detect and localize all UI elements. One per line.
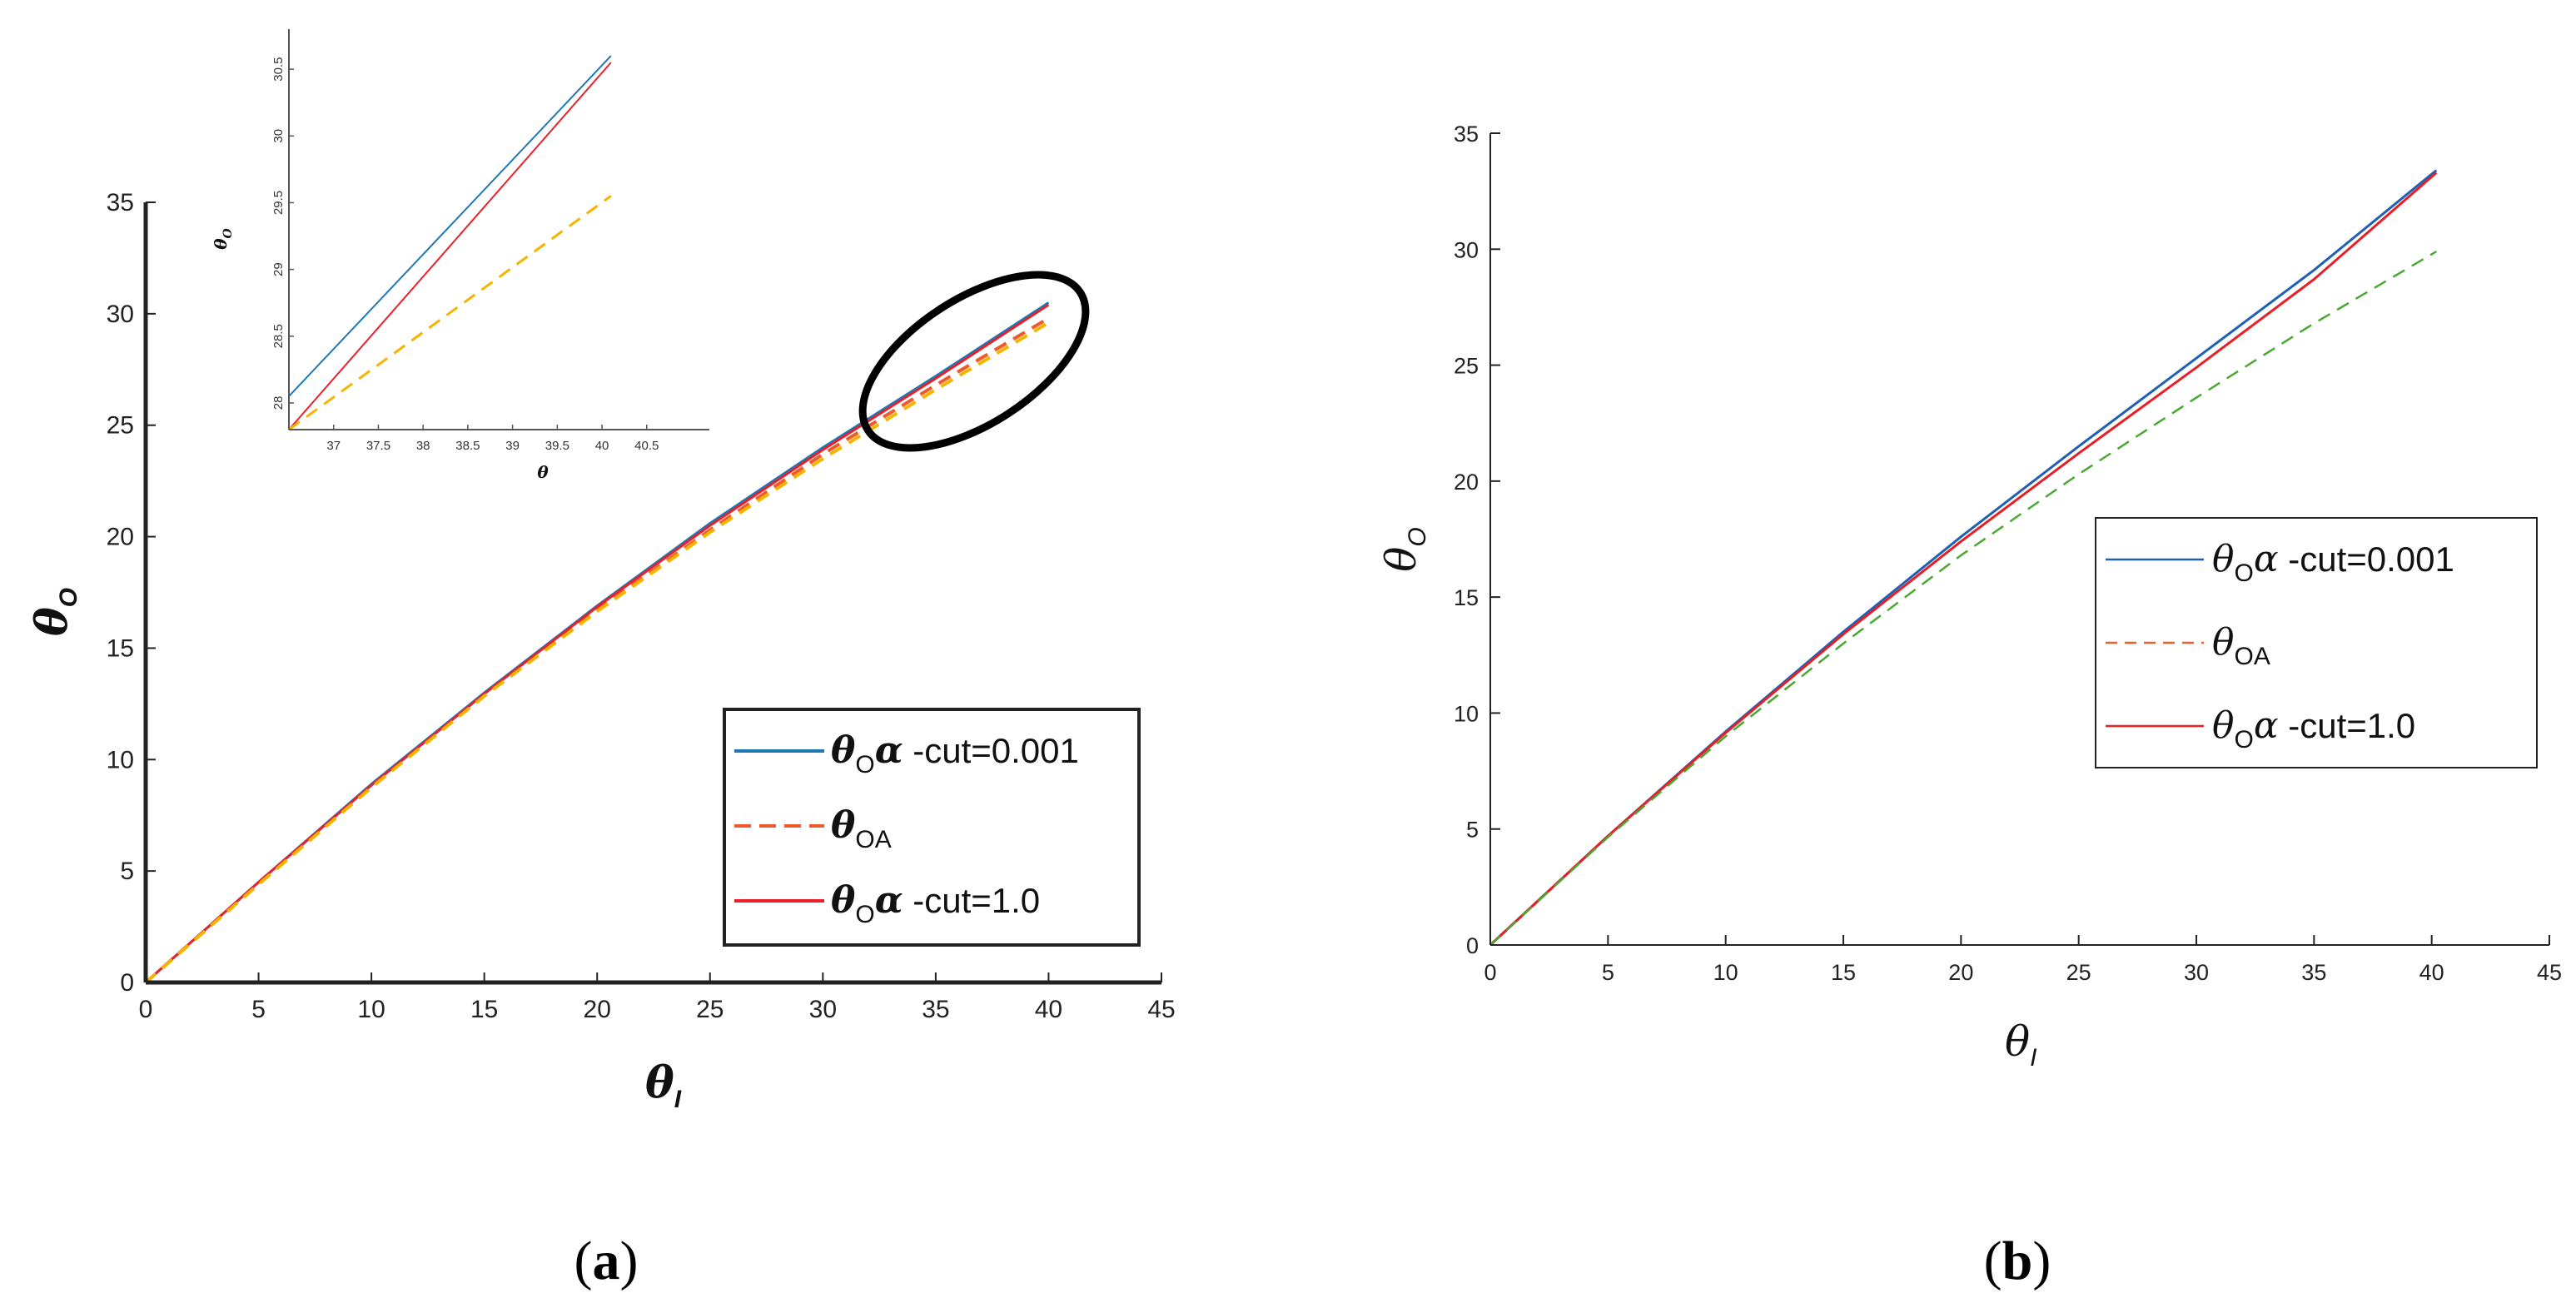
inset-ytick-label: 28 bbox=[271, 396, 286, 410]
panel-b-chart: 0 5 10 15 20 25 30 35 40 45 0 5 10 15 20 25 30 35 θO θI θ… bbox=[1377, 122, 2562, 1072]
inset-xtick-label: 40.5 bbox=[634, 439, 659, 453]
a-ytick-label: 0 bbox=[120, 969, 134, 997]
b-ytick-label: 35 bbox=[1454, 122, 1479, 147]
inset-ytick-label: 30 bbox=[271, 129, 286, 143]
inset-ytick-label: 28.5 bbox=[271, 324, 286, 348]
b-xtick-label: 0 bbox=[1484, 960, 1496, 985]
b-xtick-label: 5 bbox=[1602, 960, 1614, 985]
b-xtick-label: 10 bbox=[1713, 960, 1738, 985]
a-ytick-label: 5 bbox=[120, 858, 134, 885]
inset-series-line-1 bbox=[288, 62, 612, 430]
legend-label-0: θOα -cut=0.001 bbox=[2212, 538, 2454, 587]
panel-b-legend: θOα -cut=0.001 θOA θOα -cut=1.0 bbox=[2095, 517, 2538, 768]
a-series-line-3 bbox=[144, 321, 1050, 984]
b-ytick-label: 10 bbox=[1454, 701, 1479, 726]
panel-a-ylabel: θO bbox=[27, 588, 82, 636]
a-ytick-label: 30 bbox=[107, 301, 134, 328]
inset-xtick-label: 39 bbox=[505, 439, 520, 453]
a-xtick-label: 0 bbox=[139, 996, 153, 1023]
b-ytick-label: 30 bbox=[1454, 237, 1479, 262]
panel-label-a: (a) bbox=[574, 1231, 639, 1291]
inset-ytick-label: 29 bbox=[271, 262, 286, 276]
a-xtick-label: 45 bbox=[1147, 996, 1175, 1023]
inset-xtick-label: 38 bbox=[416, 439, 430, 453]
inset-xtick-label: 37 bbox=[326, 439, 341, 453]
b-ytick-label: 20 bbox=[1454, 470, 1479, 495]
a-ytick-label: 20 bbox=[107, 524, 134, 551]
legend-label-2: θOα -cut=1.0 bbox=[2212, 704, 2415, 753]
legend-label-1: θOA bbox=[831, 804, 892, 853]
a-xtick-label: 5 bbox=[251, 996, 266, 1023]
inset-ytick-label: 29.5 bbox=[271, 191, 286, 215]
a-xtick-label: 40 bbox=[1035, 996, 1062, 1023]
panel-a-chart: 0 5 10 15 20 25 30 35 40 45 0 5 10 15 20 25 30 35 θO θI 3… bbox=[27, 29, 1176, 1113]
a-ytick-label: 25 bbox=[107, 412, 134, 440]
b-xtick-label: 45 bbox=[2537, 960, 2562, 985]
panel-b-ylabel: θO bbox=[1377, 527, 1431, 571]
panel-label-b: (b) bbox=[1984, 1231, 2051, 1291]
a-ytick-label: 15 bbox=[107, 634, 134, 662]
b-series-line-3 bbox=[1489, 251, 2437, 946]
panel-a-inset: 37 37.5 38 38.5 39 39.5 40 40.5 28 28.5 29 29.5 30 30… bbox=[211, 29, 709, 482]
inset-xtick-label: 40 bbox=[595, 439, 609, 453]
a-xtick-label: 35 bbox=[922, 996, 949, 1023]
b-xtick-label: 25 bbox=[2066, 960, 2091, 985]
a-xtick-label: 30 bbox=[809, 996, 837, 1023]
a-ytick-label: 35 bbox=[107, 189, 134, 216]
b-xtick-label: 35 bbox=[2301, 960, 2326, 985]
a-xtick-label: 20 bbox=[584, 996, 611, 1023]
legend-label-0: θOα -cut=0.001 bbox=[831, 729, 1079, 778]
inset-series-line-0 bbox=[288, 55, 612, 397]
inset-xtick-label: 37.5 bbox=[366, 439, 390, 453]
inset-background bbox=[289, 29, 709, 430]
inset-ytick-label: 30.5 bbox=[271, 57, 286, 81]
legend-label-1: θOA bbox=[2212, 621, 2270, 670]
legend-label-2: θOα -cut=1.0 bbox=[831, 879, 1040, 928]
inset-xtick-label: 38.5 bbox=[455, 439, 480, 453]
b-ytick-label: 0 bbox=[1466, 933, 1479, 958]
a-ytick-label: 10 bbox=[107, 746, 134, 773]
inset-series-line-2 bbox=[288, 195, 612, 431]
a-xtick-label: 25 bbox=[696, 996, 724, 1023]
panel-b-xlabel: θI bbox=[2005, 1017, 2036, 1072]
panel-a-xlabel: θI bbox=[645, 1057, 682, 1113]
b-ytick-label: 25 bbox=[1454, 354, 1479, 379]
a-xtick-label: 15 bbox=[470, 996, 498, 1023]
a-series-line-2 bbox=[145, 303, 1050, 984]
inset-ylabel: θO bbox=[211, 227, 235, 249]
a-xtick-label: 10 bbox=[357, 996, 385, 1023]
b-series-line-2 bbox=[1489, 172, 2438, 947]
b-ytick-label: 15 bbox=[1454, 585, 1479, 610]
inset-xlabel: θ bbox=[537, 462, 549, 482]
b-xtick-label: 15 bbox=[1831, 960, 1856, 985]
b-ytick-label: 5 bbox=[1466, 818, 1479, 843]
b-xtick-label: 20 bbox=[1948, 960, 1973, 985]
b-xtick-label: 30 bbox=[2184, 960, 2209, 985]
b-xtick-label: 40 bbox=[2419, 960, 2444, 985]
zoom-highlight-ellipse bbox=[858, 271, 1090, 452]
inset-xtick-label: 39.5 bbox=[545, 439, 569, 453]
panel-a-legend: θOα -cut=0.001 θOA θOα -cut=1.0 bbox=[723, 708, 1141, 947]
